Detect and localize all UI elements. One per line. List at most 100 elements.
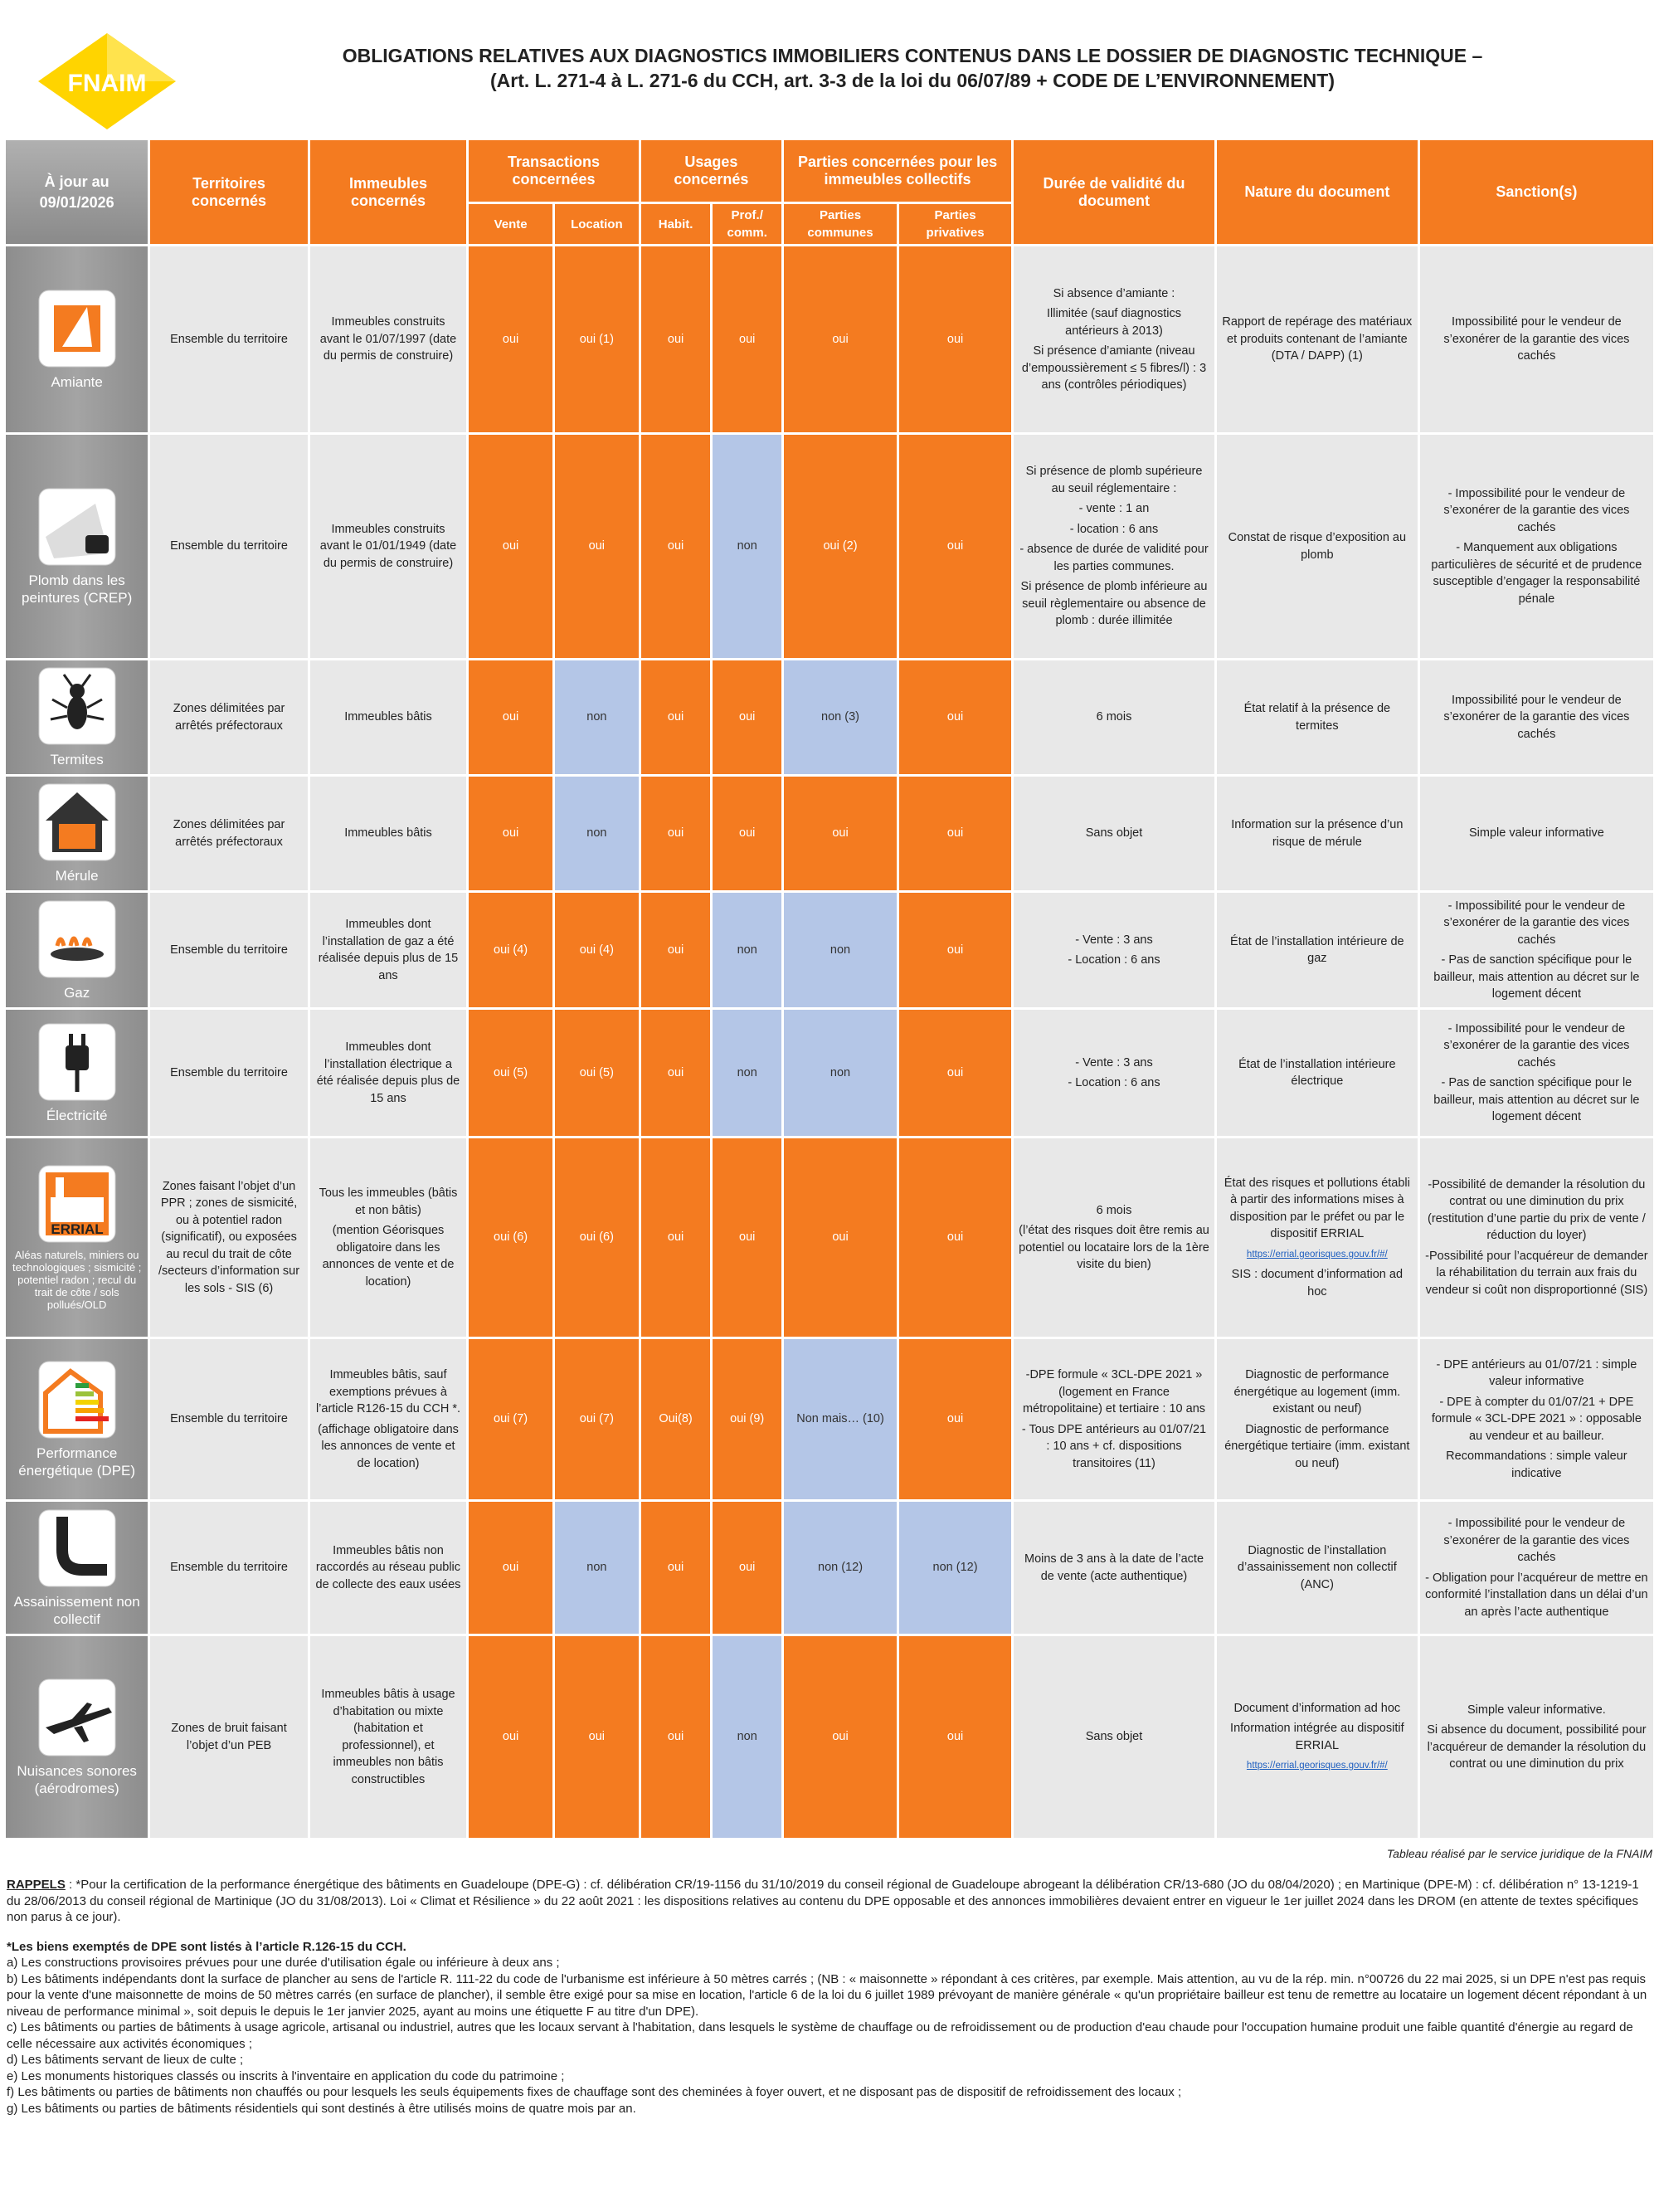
cell-text: oui	[739, 1561, 756, 1575]
cell-text: oui	[667, 710, 684, 724]
cell-text: Immeubles bâtis	[344, 826, 432, 840]
table-cell: Immeubles construits avant le 01/01/1949…	[309, 435, 467, 658]
cell-text: Vente	[494, 217, 528, 231]
table-cell: Non mais… (10)	[784, 1339, 898, 1499]
icon-shape	[55, 1177, 64, 1197]
cell-text: oui	[667, 1561, 684, 1575]
icon	[37, 1360, 117, 1440]
table-cell: oui (1)	[554, 246, 639, 432]
table-cell: non (12)	[899, 1502, 1012, 1634]
table-cell: non (3)	[784, 660, 898, 774]
exempt-title: *Les biens exemptés de DPE sont listés à…	[7, 1939, 406, 1954]
cell-text: oui (6)	[579, 1230, 614, 1245]
table-cell: oui	[784, 1636, 898, 1838]
cell-text: oui	[946, 332, 964, 346]
icon	[37, 1678, 117, 1757]
icon-shape	[50, 947, 104, 961]
table-cell: État de l’installation intérieure de gaz	[1216, 893, 1418, 1007]
table-cell: Immeubles construits avant le 01/07/1997…	[309, 246, 467, 432]
cell-text: oui	[739, 332, 756, 346]
table-cell: Zones de bruit faisant l’objet d’un PEB	[150, 1636, 308, 1838]
cell-text: oui	[946, 943, 964, 957]
icon	[37, 1508, 117, 1588]
cell-text: 6 mois	[1096, 710, 1132, 724]
cell-line: - DPE à compter du 01/07/21 + DPE formul…	[1431, 1395, 1642, 1443]
cell-text: Ensemble du territoire	[170, 539, 288, 553]
cell-text: Territoires concernés	[192, 174, 267, 209]
cell-line: Tous les immeubles (bâtis et non bâtis)	[319, 1186, 458, 1217]
row-label-cell: Nuisances sonores (aérodromes)	[6, 1636, 148, 1838]
icon-graphic	[38, 1361, 116, 1438]
cell-text: Nature du document	[1244, 183, 1390, 200]
cell-text: oui	[739, 1230, 756, 1245]
table-cell: Simple valeur informative. Si absence du …	[1419, 1636, 1653, 1838]
cell-text: oui	[946, 539, 964, 553]
row-label: Gaz	[64, 984, 90, 1001]
table-cell: Diagnostic de l’installation d’assainiss…	[1216, 1502, 1418, 1634]
cell-text: non	[737, 943, 757, 957]
icon-shape	[75, 1407, 104, 1413]
cell-text: oui (4)	[494, 943, 528, 957]
row-label-cell: ERRIAL Aléas naturels, miniers ou technol…	[6, 1138, 148, 1337]
cell-text: oui (5)	[579, 1065, 614, 1079]
table-cell: Constat de risque d’exposition au plomb	[1216, 435, 1418, 658]
cell-text: Immeubles concernés	[348, 174, 427, 209]
icon-shape	[58, 824, 95, 849]
table-cell: - Vente : 3 ans - Location : 6 ans	[1014, 1010, 1214, 1136]
row-label: Plomb dans les peintures (CREP)	[22, 572, 133, 606]
icon: ERRIAL	[37, 1164, 117, 1244]
table-cell: Si absence d’amiante : Illimitée (sauf di…	[1014, 246, 1214, 432]
cell-line: Si présence d’amiante (niveau d’empoussi…	[1021, 344, 1207, 392]
cell-text: Impossibilité pour le vendeur de s’exoné…	[1443, 693, 1630, 741]
cell-line: Si présence de plomb supérieure au seuil…	[1025, 465, 1203, 495]
icon-shape	[85, 534, 109, 553]
cell-text: Usages concernés	[674, 153, 749, 188]
cell-line: Information intégrée au dispositif ERRIA…	[1230, 1722, 1404, 1752]
cell-line: Recommandations : simple valeur indicati…	[1446, 1449, 1627, 1480]
table-cell: non	[713, 893, 782, 1007]
table-row: Électricité Ensemble du territoire Immeubl…	[6, 1010, 1653, 1136]
table-cell: Immeubles dont l’installation électrique…	[309, 1010, 467, 1136]
row-label-cell: Électricité	[6, 1010, 148, 1136]
credit: Tableau réalisé par le service juridique…	[1386, 1847, 1652, 1860]
icon	[37, 666, 117, 746]
exempt-item: f) Les bâtiments ou parties de bâtiments…	[7, 2085, 1182, 2099]
table-cell: Zones délimitées par arrêtés préfectorau…	[150, 777, 308, 890]
table-cell: oui	[640, 1010, 711, 1136]
table-row: Amiante Ensemble du territoire Immeubles c…	[6, 246, 1653, 432]
table-row: Performance énergétique (DPE) Ensemble du…	[6, 1339, 1653, 1499]
row-label-cell: Assainissement non collectif	[6, 1502, 148, 1634]
rappels: RAPPELS : *Pour la certification de la p…	[7, 1877, 1652, 1926]
table-cell: oui	[554, 435, 639, 658]
cell-text: non	[737, 1065, 757, 1079]
table-cell: oui	[713, 777, 782, 890]
table-cell: oui	[640, 777, 711, 890]
cell-text: oui	[739, 710, 756, 724]
cell-text: Moins de 3 ans à la date de l’acte de ve…	[1024, 1552, 1204, 1583]
exempt-item: a) Les constructions provisoires prévues…	[7, 1956, 560, 1970]
cell-text: Ensemble du territoire	[170, 943, 288, 957]
table-cell: Ensemble du territoire	[150, 893, 308, 1007]
cell-text: non (12)	[818, 1561, 864, 1575]
row-label-cell: Amiante	[6, 246, 148, 432]
cell-text: oui	[946, 1730, 964, 1744]
cell-line: - Impossibilité pour le vendeur de s’exo…	[1443, 486, 1630, 534]
cell-line: (mention Géorisques obligatoire dans les…	[322, 1224, 455, 1289]
row-label: Nuisances sonores (aérodromes)	[17, 1762, 137, 1796]
cell-text: Ensemble du territoire	[170, 1561, 288, 1575]
cell-line: Si absence d’amiante :	[1053, 286, 1175, 300]
cell-text: Rapport de repérage des matériaux et pro…	[1222, 315, 1413, 363]
table-cell: oui	[899, 777, 1012, 890]
cell-line: Diagnostic de performance énergétique te…	[1224, 1422, 1410, 1470]
header-cell: Habit.	[640, 204, 711, 244]
row-label: Aléas naturels, miniers ou technologique…	[12, 1249, 142, 1311]
cell-text: oui	[588, 539, 606, 553]
cell-line: - Impossibilité pour le vendeur de s’exo…	[1443, 1517, 1630, 1564]
table-cell: -Possibilité de demander la résolution d…	[1419, 1138, 1653, 1337]
icon-shape	[56, 1516, 107, 1576]
cell-line: - Location : 6 ans	[1068, 953, 1160, 967]
table-cell: non	[713, 1636, 782, 1838]
header-cell: Parties communes	[784, 204, 898, 244]
row-label-cell: Gaz	[6, 893, 148, 1007]
cell-text: oui (9)	[730, 1412, 765, 1426]
